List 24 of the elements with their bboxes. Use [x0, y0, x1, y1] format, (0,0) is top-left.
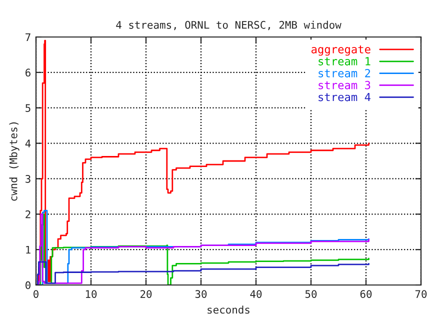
x-tick-label: 40 — [250, 290, 262, 298]
legend-label: stream 4 — [318, 92, 370, 102]
chart-title: 4 streams, ORNL to NERSC, 2MB window — [116, 20, 342, 30]
legend-label: stream 3 — [318, 80, 370, 90]
y-axis-title: cwnd (Mbytes) — [9, 122, 20, 201]
x-tick-label: 30 — [195, 290, 207, 298]
y-tick-label: 3 — [26, 174, 30, 183]
x-tick-label: 20 — [140, 290, 152, 298]
x-tick-label: 70 — [415, 290, 427, 298]
y-tick-label: 1 — [26, 246, 30, 254]
legend-label: stream 2 — [318, 68, 370, 78]
x-axis-title: seconds — [208, 306, 250, 314]
x-tick-label: 10 — [86, 290, 97, 298]
y-tick-label: 6 — [26, 68, 30, 77]
x-tick-label: 50 — [305, 290, 317, 298]
y-tick-label: 0 — [26, 281, 30, 290]
x-tick-label: 60 — [360, 290, 372, 298]
y-tick-label: 5 — [26, 104, 30, 112]
legend-label: aggregate — [312, 45, 370, 56]
y-tick-label: 2 — [26, 210, 30, 218]
y-tick-label: 4 — [25, 140, 31, 148]
y-tick-label: 7 — [26, 33, 30, 41]
legend-label: stream 1 — [318, 57, 370, 66]
x-tick-label: 0 — [34, 290, 38, 298]
